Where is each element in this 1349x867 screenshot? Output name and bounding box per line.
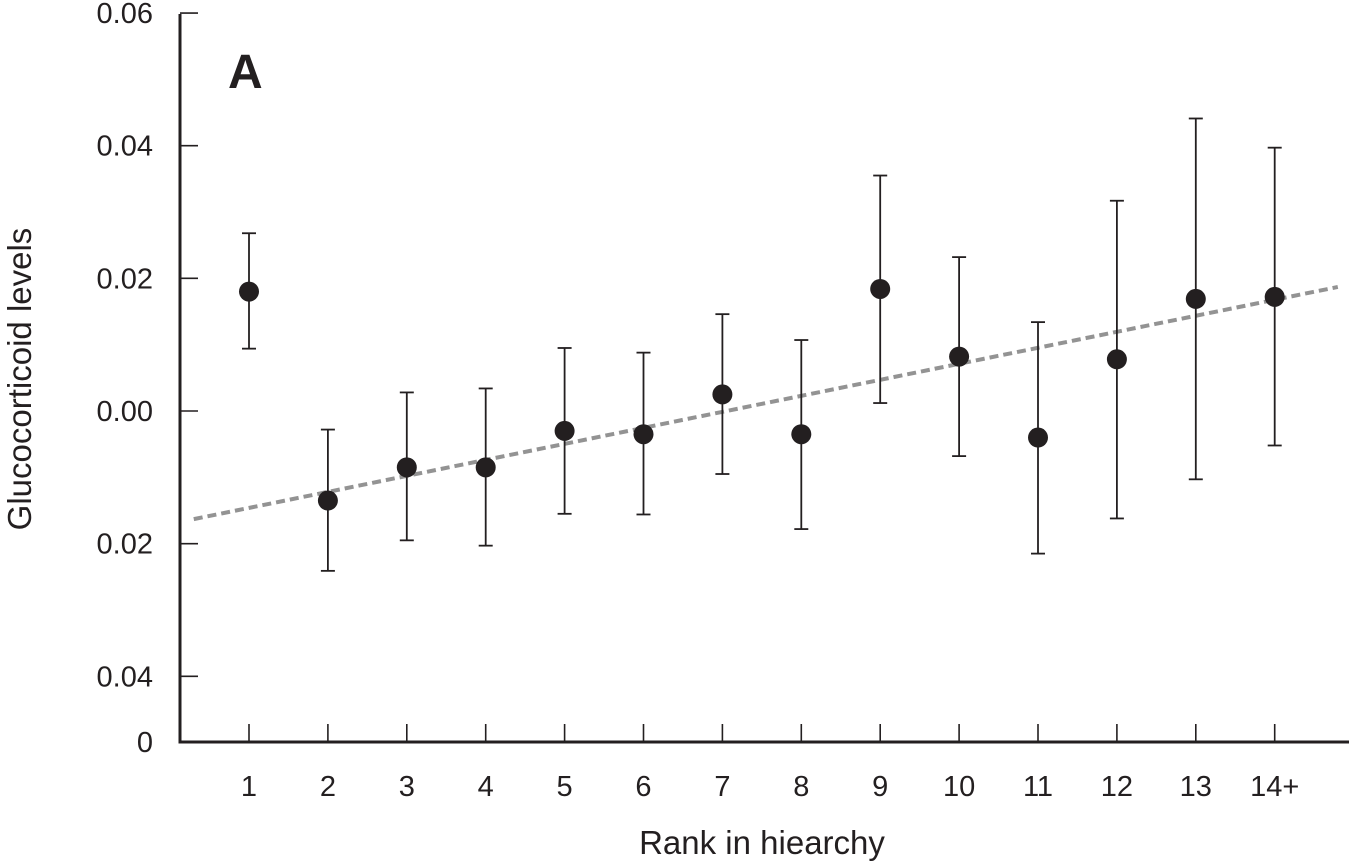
x-tick-label: 12	[1101, 771, 1133, 803]
x-tick-label: 5	[557, 771, 573, 803]
data-points-layer	[239, 278, 1285, 511]
x-tick-label: 2	[320, 771, 336, 803]
panel-label: A	[228, 46, 263, 99]
data-point	[712, 384, 733, 405]
error-bars-layer	[242, 117, 1282, 572]
x-tick-label: 4	[478, 771, 494, 803]
data-point	[554, 420, 575, 441]
data-point	[239, 281, 259, 302]
y-tick-label: 0.04	[97, 661, 153, 693]
axes-layer	[178, 14, 1349, 744]
x-tick-label: 10	[943, 771, 975, 803]
trend-layer	[193, 285, 1339, 522]
data-point	[949, 346, 970, 367]
data-point	[1264, 286, 1285, 307]
data-point	[870, 278, 891, 299]
x-tick-label: 13	[1180, 771, 1212, 803]
data-point	[1185, 288, 1206, 309]
y-tick-label: 0.02	[97, 263, 153, 295]
trend-line	[193, 285, 1339, 522]
y-tick-label: 0.02	[97, 529, 153, 561]
data-point	[633, 424, 654, 445]
x-tick-label: 6	[635, 771, 651, 803]
data-point	[317, 490, 338, 511]
y-tick-label: 0.04	[97, 131, 153, 163]
y-tick-label: 0.06	[97, 0, 153, 30]
data-point	[1028, 427, 1048, 448]
data-point	[791, 424, 812, 445]
data-point	[1106, 349, 1127, 370]
y-tick-label: 0.00	[97, 396, 153, 428]
data-point	[396, 457, 417, 478]
x-tick-label: 9	[872, 771, 888, 803]
x-tick-label: 11	[1023, 771, 1053, 803]
x-axis-title: Rank in hiearchy	[639, 824, 885, 861]
x-tick-label: 1	[241, 771, 257, 803]
x-tick-label: 3	[399, 771, 415, 803]
x-tick-label: 8	[793, 771, 809, 803]
data-point	[475, 457, 496, 478]
y-tick-label: 0	[137, 727, 153, 759]
x-tick-label: 14+	[1250, 771, 1299, 803]
x-tick-label: 7	[714, 771, 730, 803]
y-axis-title: Glucocorticoid levels	[1, 228, 38, 531]
